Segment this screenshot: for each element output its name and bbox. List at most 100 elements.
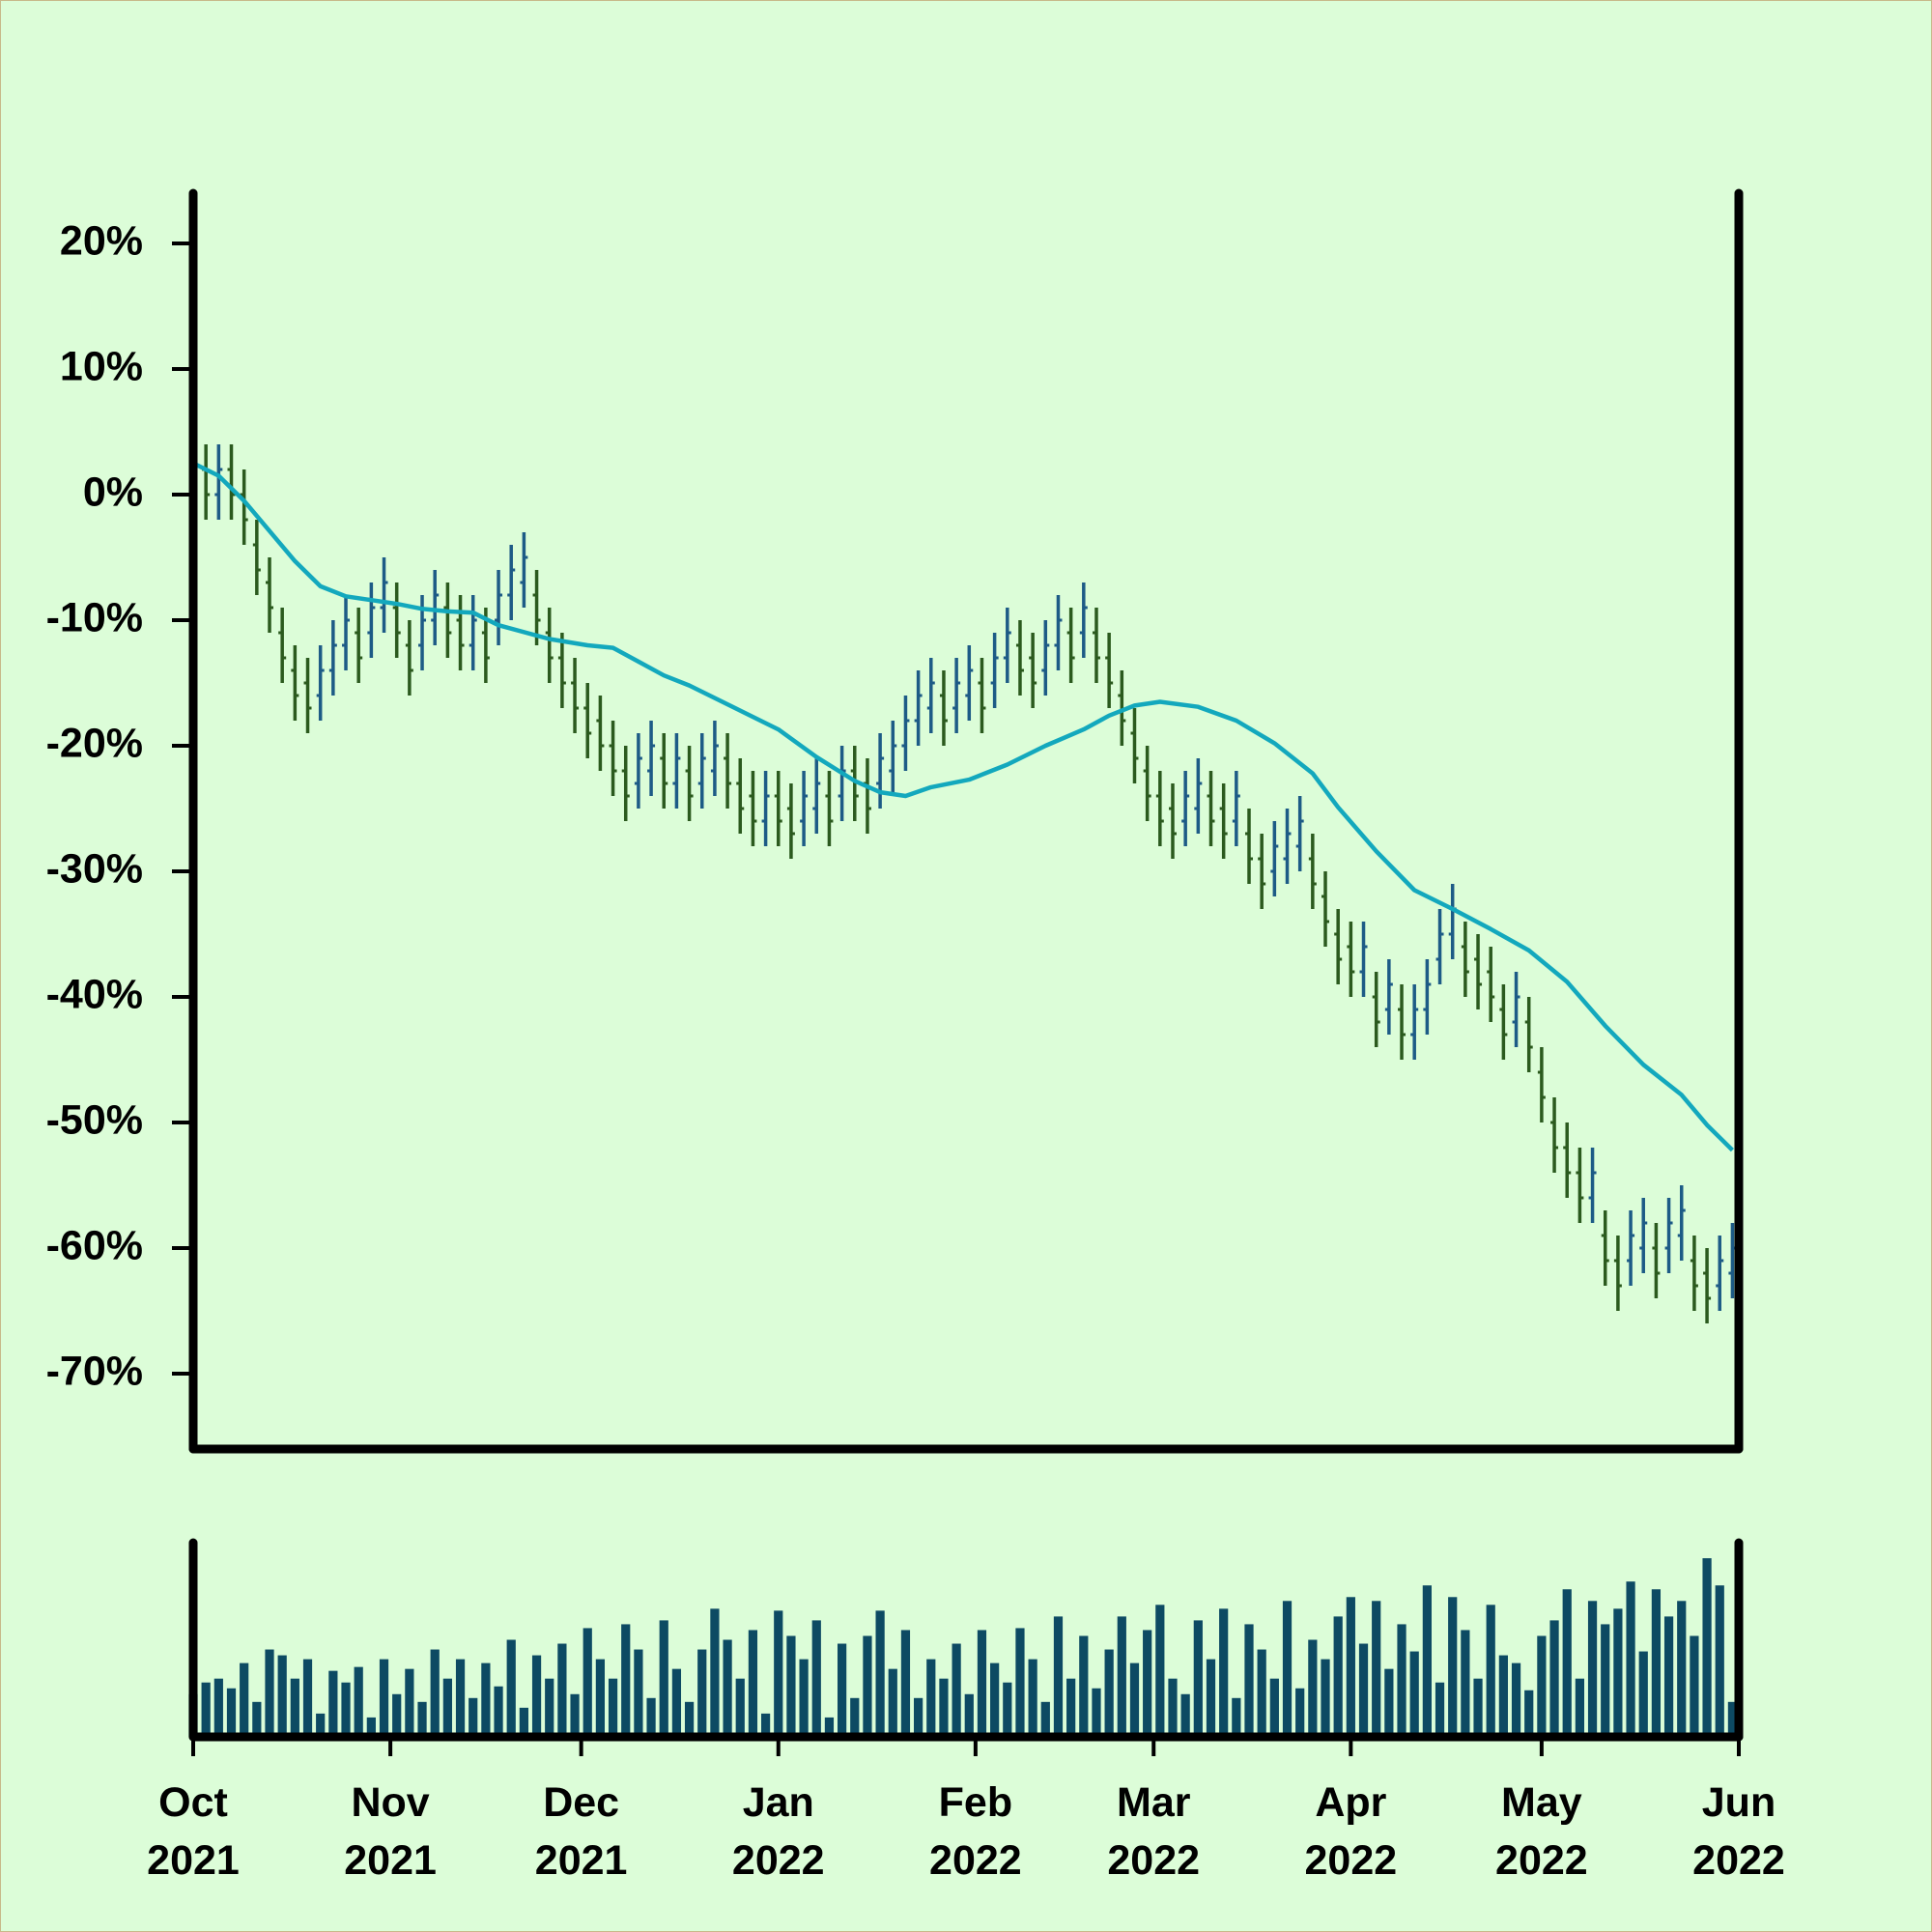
volume-bar (1651, 1589, 1662, 1737)
volume-bar (990, 1662, 1000, 1737)
volume-bar (469, 1697, 478, 1737)
volume-bar (1727, 1701, 1738, 1737)
volume-bar (1663, 1616, 1674, 1737)
volume-bar (1372, 1601, 1381, 1737)
volume-bar (1511, 1662, 1521, 1737)
volume-bar (417, 1701, 427, 1737)
x-tick-label: Feb 2022 (929, 1779, 1022, 1884)
volume-bar (405, 1668, 414, 1737)
volume-bar (290, 1678, 299, 1737)
volume-bar (1448, 1597, 1458, 1737)
volume-bar (1117, 1616, 1126, 1737)
volume-bar (1715, 1585, 1724, 1737)
volume-bar (1422, 1585, 1432, 1737)
y-tick-label: 20% (60, 217, 143, 264)
volume-bar (684, 1701, 695, 1737)
volume-bar (799, 1659, 809, 1737)
volume-bar (1486, 1605, 1495, 1737)
volume-bar (1232, 1697, 1241, 1737)
volume-bar (1308, 1639, 1318, 1737)
volume-bar (1690, 1635, 1699, 1737)
x-tick-label: Jun 2022 (1692, 1779, 1785, 1884)
volume-bar (1028, 1659, 1037, 1737)
volume-bar (226, 1688, 237, 1737)
volume-bar (582, 1628, 592, 1737)
volume-bar (837, 1643, 847, 1737)
volume-bar (710, 1608, 720, 1737)
volume-bar (1053, 1616, 1064, 1737)
volume-bar (379, 1659, 389, 1737)
volume-bar (621, 1624, 631, 1737)
volume-bar (213, 1678, 223, 1737)
volume-bar (748, 1630, 758, 1737)
x-tick-label: May 2022 (1495, 1779, 1588, 1884)
volume-bar (392, 1693, 402, 1737)
volume-bar (252, 1701, 262, 1737)
volume-bar (430, 1649, 440, 1737)
volume-bar (1155, 1605, 1165, 1737)
y-tick-label: -60% (46, 1222, 143, 1268)
y-tick-label: 0% (83, 469, 143, 515)
volume-bar (265, 1649, 274, 1737)
volume-bar (1473, 1678, 1483, 1737)
y-tick-label: -70% (46, 1348, 143, 1394)
volume-bar (341, 1682, 351, 1737)
volume-bar (1537, 1635, 1547, 1737)
volume-bar (1143, 1630, 1152, 1737)
volume-bar (1677, 1601, 1687, 1737)
volume-bar (1168, 1678, 1178, 1737)
volume-bar (964, 1693, 974, 1737)
volume-bar (1549, 1620, 1559, 1737)
volume-bar (1524, 1690, 1534, 1737)
volume-bar (735, 1678, 745, 1737)
volume-bar (939, 1678, 949, 1737)
volume-bar (1040, 1701, 1050, 1737)
volume-bar (570, 1693, 580, 1737)
volume-bar (595, 1659, 606, 1737)
volume-bar (875, 1610, 885, 1737)
volume-bar (481, 1662, 491, 1737)
volume-bar (1638, 1651, 1648, 1737)
volume-bar (914, 1697, 923, 1737)
volume-bar (1562, 1589, 1572, 1737)
volume-bar (1015, 1628, 1025, 1737)
moving-average-line (192, 461, 1735, 1152)
volume-bar (1498, 1655, 1508, 1737)
volume-bar (1079, 1635, 1089, 1737)
volume-bar (952, 1643, 961, 1737)
volume-bar (494, 1686, 503, 1737)
volume-bar (824, 1717, 835, 1737)
x-tick-label: Oct 2021 (147, 1779, 240, 1884)
volume-bar (723, 1639, 732, 1737)
volume-bar (1409, 1651, 1419, 1737)
volume-bar (442, 1678, 452, 1737)
volume-bar (1003, 1682, 1012, 1737)
volume-bar (1104, 1649, 1114, 1737)
volume-bar (455, 1659, 466, 1737)
volume-bar (786, 1635, 796, 1737)
y-tick-label: -30% (46, 845, 143, 892)
volume-bar (201, 1682, 211, 1737)
x-tick-label: Dec 2021 (534, 1779, 628, 1884)
y-tick-label: -20% (46, 720, 143, 766)
volume-bar (1257, 1649, 1266, 1737)
x-tick-label: Jan 2022 (731, 1779, 825, 1884)
volume-bar (1346, 1597, 1355, 1737)
volume-bar (850, 1697, 860, 1737)
volume-bar (366, 1717, 376, 1737)
volume-bar (1206, 1659, 1216, 1737)
volume-bar (1269, 1678, 1279, 1737)
volume-bar (316, 1713, 326, 1737)
volume-bar (1333, 1616, 1343, 1737)
volume-bar (1295, 1688, 1305, 1737)
volume-bar (697, 1649, 707, 1737)
volume-bar (506, 1639, 516, 1737)
volume-bar (811, 1620, 821, 1737)
volume-bar (240, 1662, 249, 1737)
y-tick-label: 10% (60, 343, 143, 389)
volume-bar (545, 1678, 554, 1737)
volume-bar (1282, 1601, 1293, 1737)
volume-bar (1193, 1620, 1203, 1737)
volume-bar (519, 1707, 528, 1737)
